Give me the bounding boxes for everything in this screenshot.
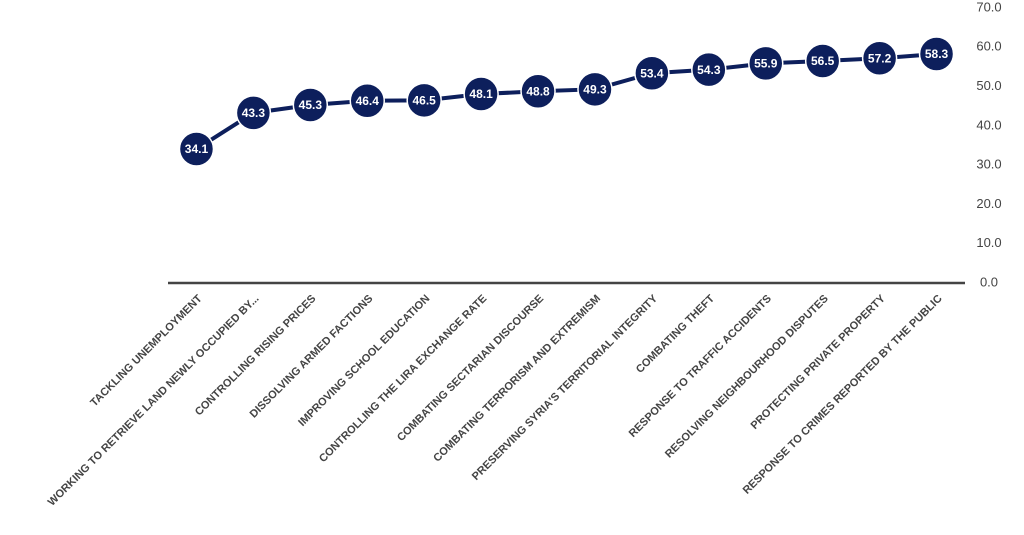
marker	[520, 73, 556, 110]
marker	[292, 87, 329, 123]
marker	[178, 131, 215, 167]
data-label: 43.3	[242, 106, 266, 120]
marker	[918, 36, 955, 72]
marker	[634, 55, 670, 91]
marker	[691, 51, 727, 88]
marker	[748, 45, 784, 82]
x-tick-label: WORKING TO RETRIEVE LAND NEWLY OCCUPIED …	[46, 293, 262, 509]
data-label: 48.1	[469, 87, 493, 101]
data-label: 46.5	[412, 93, 436, 107]
y-tick-label: 60.0	[976, 39, 1001, 54]
data-label: 45.3	[299, 98, 323, 112]
marker	[577, 71, 613, 108]
y-tick-label: 10.0	[976, 235, 1001, 250]
y-tick-label: 0.0	[980, 274, 998, 289]
y-tick-label: 20.0	[976, 196, 1001, 211]
marker	[804, 43, 841, 79]
y-tick-label: 70.0	[976, 0, 1001, 14]
data-label: 34.1	[185, 142, 209, 156]
data-label: 46.4	[356, 94, 380, 108]
data-label: 58.3	[925, 47, 949, 61]
data-label: 48.8	[526, 84, 550, 98]
y-tick-label: 30.0	[976, 157, 1001, 172]
marker	[861, 40, 898, 77]
data-label: 56.5	[811, 54, 835, 68]
x-tick-label: TACKLING UNEMPLOYMENT	[88, 293, 205, 410]
x-tick-label: RESPONSE TO CRIMES REPORTED BY THE PUBLI…	[741, 293, 945, 497]
data-label: 53.4	[640, 66, 664, 80]
data-label: 55.9	[754, 57, 778, 71]
data-label: 49.3	[583, 82, 607, 96]
y-tick-label: 40.0	[976, 117, 1001, 132]
marker	[235, 95, 272, 131]
y-tick-label: 50.0	[976, 78, 1001, 93]
marker	[406, 82, 442, 119]
data-label: 54.3	[697, 63, 721, 77]
marker	[349, 82, 385, 119]
x-tick-label: CONTROLLING RISING PRICES	[193, 293, 319, 419]
marker	[463, 76, 499, 112]
data-label: 57.2	[868, 51, 892, 65]
x-tick-label: DISSOLVING ARMED FACTIONS	[248, 293, 376, 421]
